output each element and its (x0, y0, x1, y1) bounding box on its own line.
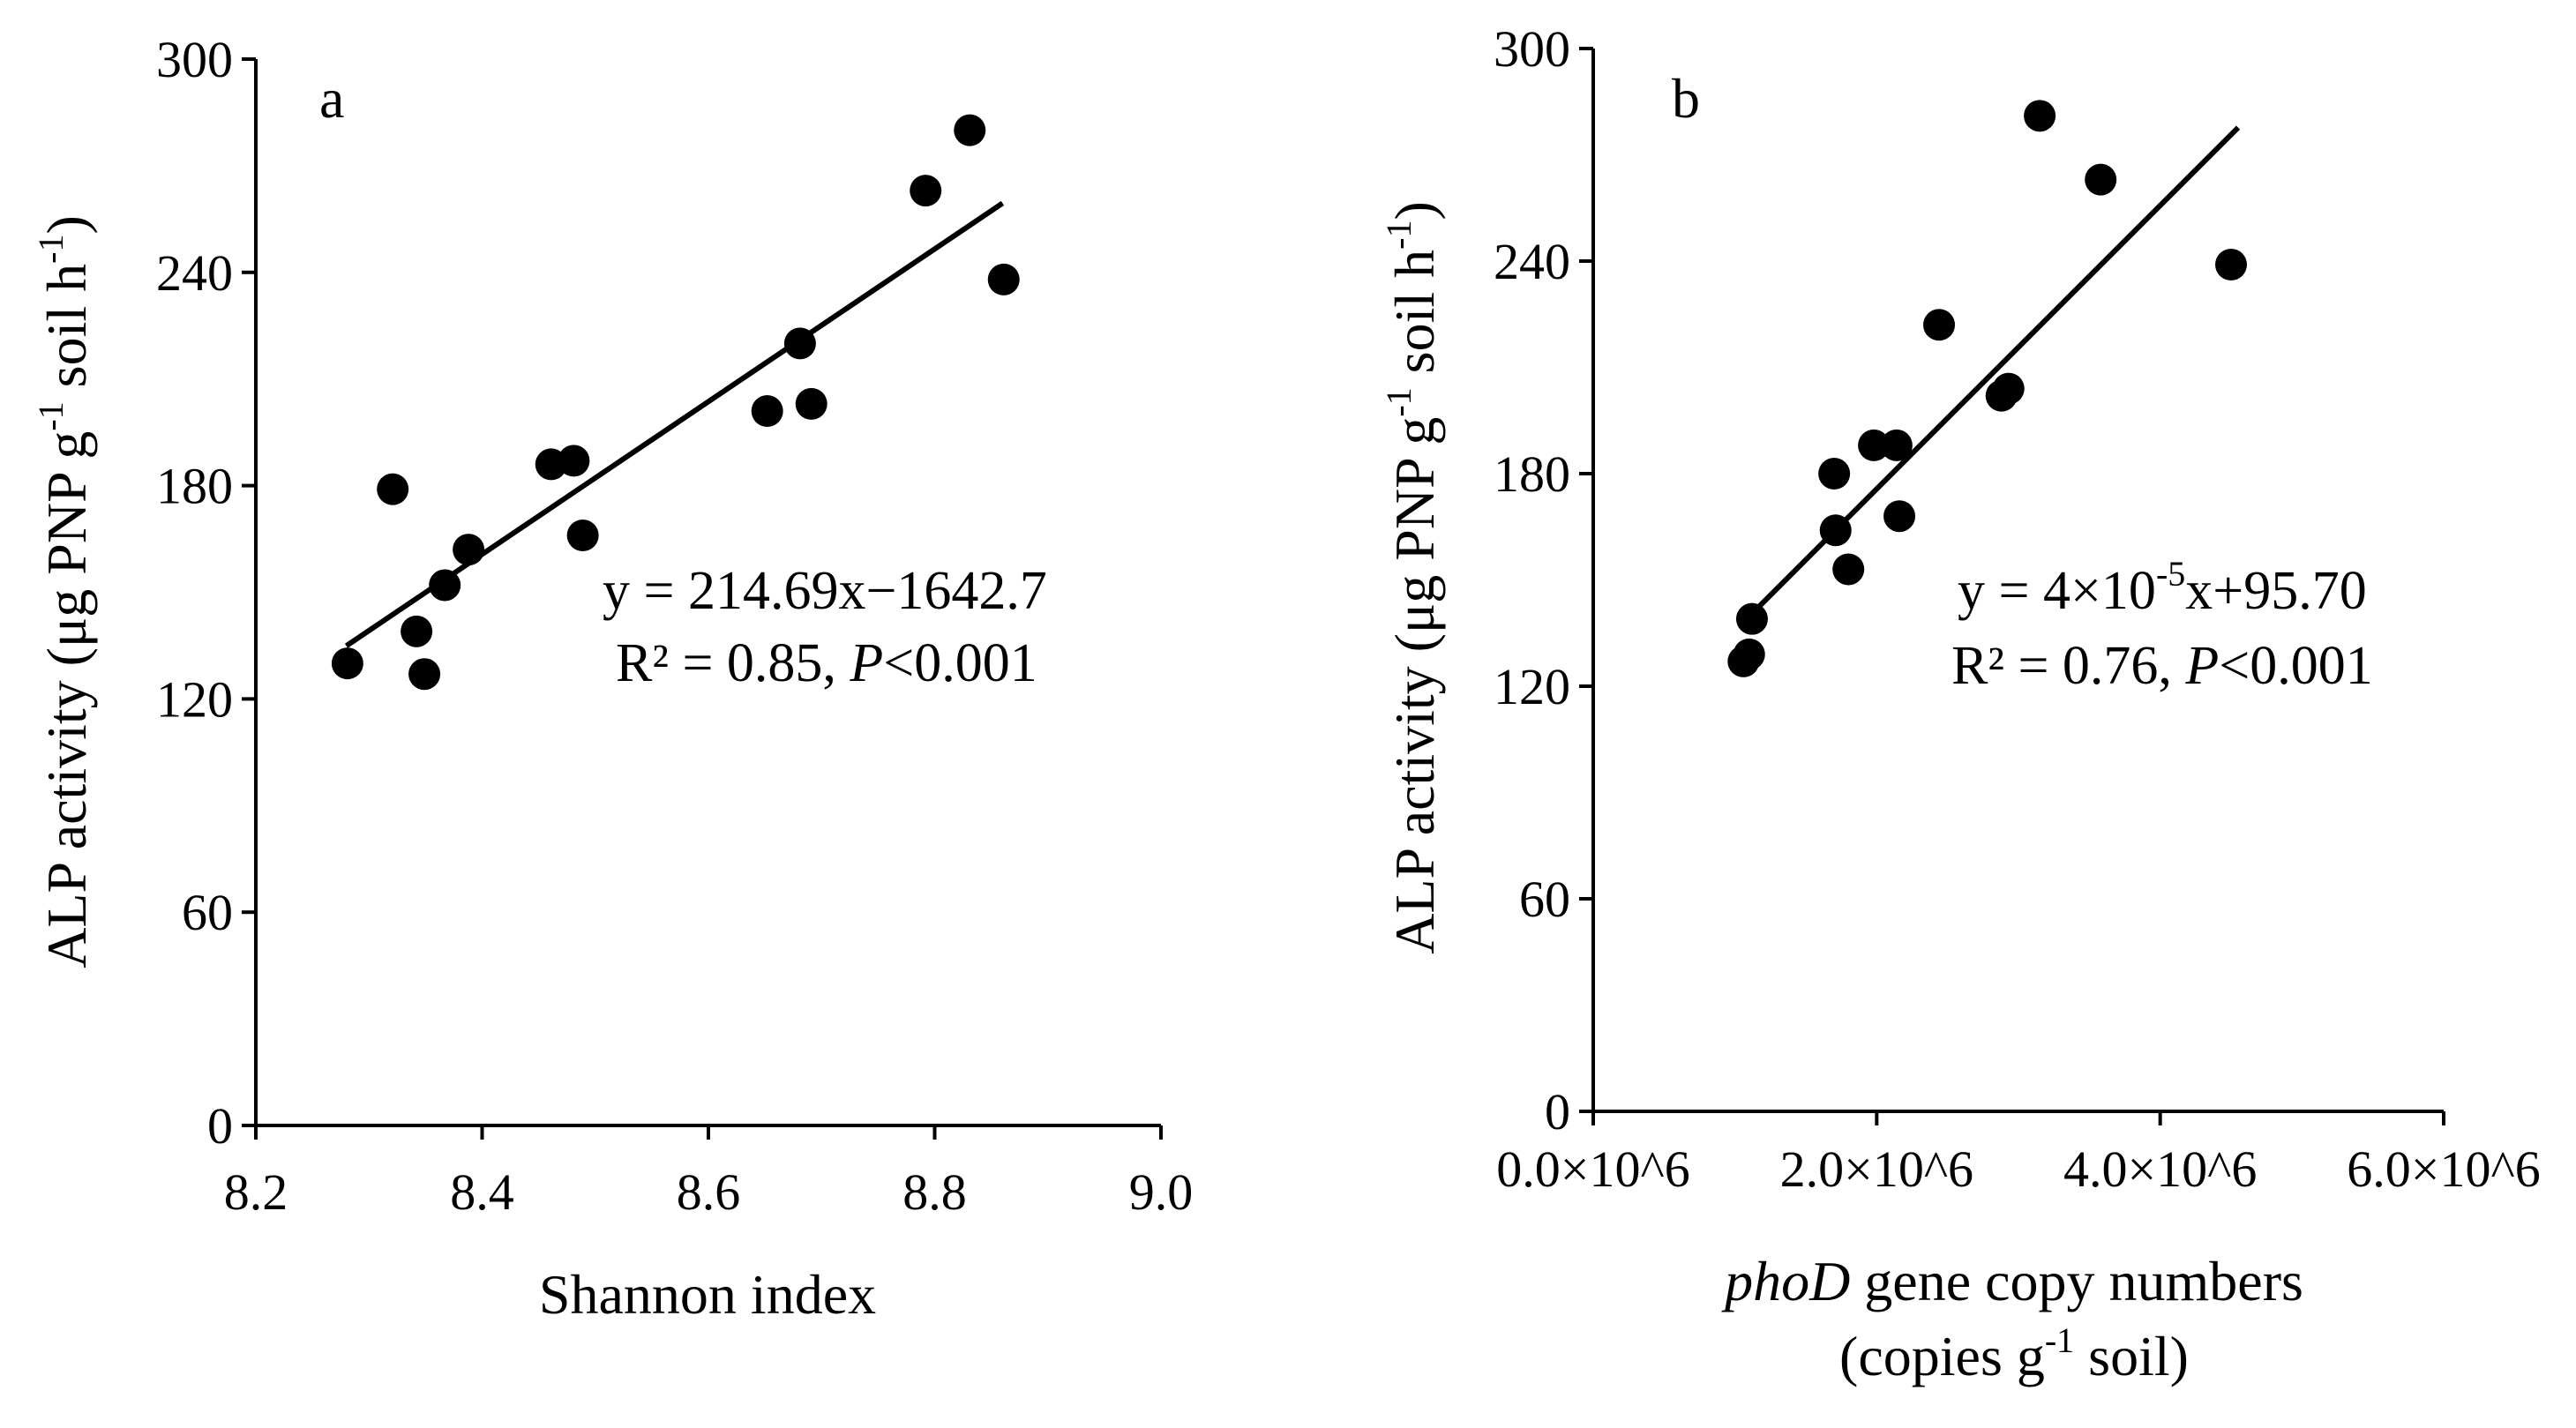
panel-a-y-tick-label: 0 (207, 1097, 233, 1155)
panel-b-x-axis-title: phoD gene copy numbers (1721, 1250, 2303, 1312)
panel-a-points (331, 114, 1020, 691)
panel-b-x-axis-title-2: (copies g-1 soil) (1839, 1320, 2189, 1387)
panel-b-y-axis-title: ALP activity (μg PNP g-1 soil h-1) (1379, 201, 1446, 954)
panel-b-xlabel-italic: phoD (1721, 1250, 1850, 1312)
panel-b-eq-prefix: y = 4×10 (1958, 561, 2156, 621)
panel-a-y-tick-label: 240 (156, 244, 233, 302)
panel-b-xlabel2-prefix: (copies g (1839, 1325, 2045, 1387)
panel-b-r2: R² = 0.76, (1951, 636, 2185, 696)
panel-b-y-tick-label: 60 (1519, 871, 1570, 928)
panel-a-y-axis-title: ALP activity (μg PNP g-1 soil h-1) (31, 215, 98, 968)
panel-a-data-point (558, 445, 590, 477)
panel-b-eq-suffix: x+95.70 (2185, 561, 2366, 621)
panel-a-x-tick-label: 9.0 (1129, 1163, 1194, 1221)
panel-b-y-tick-label: 300 (1494, 20, 1570, 78)
panel-a-data-point (987, 263, 1020, 295)
panel-b-p-label: P (2184, 636, 2219, 696)
panel-b-data-point (1923, 309, 1956, 341)
panel-b-data-point (1832, 553, 1865, 586)
panel-a-x-tick-label: 8.8 (902, 1163, 967, 1221)
panel-b-xlabel-rest: gene copy numbers (1850, 1250, 2303, 1312)
panel-a-data-point (954, 114, 986, 146)
panel-a-p-value: <0.001 (883, 633, 1037, 693)
panel-a-y-tick-label: 60 (182, 884, 233, 941)
panel-a-fit-line (344, 200, 1005, 648)
panel-b-data-point (1733, 638, 1765, 670)
panel-b-data-point (1735, 602, 1768, 635)
panel-b-y-tick-label: 120 (1494, 658, 1570, 715)
panel-b-letter: b (1672, 67, 1700, 130)
panel-a-r2: R² = 0.85, (616, 633, 850, 693)
panel-b-x-tick-label: 4.0×10^6 (2063, 1140, 2257, 1198)
panel-a-x-tick-label: 8.2 (224, 1163, 288, 1221)
panel-a-data-point (795, 387, 827, 420)
panel-b-data-point (1992, 372, 2025, 405)
panel-b-r2-text: R² = 0.76, P<0.001 (1951, 636, 2373, 696)
panel-b-ylabel-suffix: ) (1383, 201, 1446, 220)
panel-a-y-ticks: 0 60 120 180 240 300 (156, 31, 256, 1155)
panel-b-ylabel-sup1: -1 (1379, 387, 1419, 416)
panel-a-data-point (783, 327, 816, 360)
panel-a-letter: a (319, 67, 344, 130)
panel-a-chart: 0 60 120 180 240 300 8.2 8.4 8.6 8.8 9.0 a y = 21… (31, 31, 1193, 1326)
panel-b-eq-sup: -5 (2156, 554, 2185, 594)
panel-b-ylabel-middle: soil h (1383, 250, 1446, 387)
panel-b-y-tick-label: 0 (1545, 1083, 1570, 1140)
panel-b-ylabel-prefix: ALP activity (μg PNP g (1383, 417, 1446, 954)
panel-b-data-point (1819, 514, 1852, 547)
panel-b-xlabel2-sup: -1 (2045, 1320, 2074, 1360)
panel-a-ylabel-sup1: -1 (31, 401, 71, 430)
panel-a-ylabel-sup2: -1 (31, 235, 71, 264)
panel-a-y-tick-label: 180 (156, 458, 233, 515)
panel-b-y-ticks: 0 60 120 180 240 300 (1494, 20, 1593, 1140)
panel-b-y-tick-label: 240 (1494, 233, 1570, 290)
panel-a-y-tick-label: 300 (156, 31, 233, 88)
panel-b-equation: y = 4×10-5x+95.70 (1958, 554, 2367, 621)
panel-a-data-point (377, 473, 409, 505)
panel-b-ylabel-sup2: -1 (1379, 221, 1419, 250)
panel-b-y-tick-label: 180 (1494, 445, 1570, 503)
panel-a-data-point (751, 394, 783, 427)
panel-b-fit-group (1747, 125, 2241, 618)
panel-a-data-point (331, 647, 363, 680)
panel-a-y-tick-label: 120 (156, 670, 233, 728)
panel-a-data-point (401, 615, 433, 647)
panel-b-x-tick-label: 6.0×10^6 (2347, 1140, 2540, 1198)
panel-b-points (1727, 100, 2247, 677)
panel-a-data-point (408, 658, 441, 691)
panel-b-p-value: <0.001 (2219, 636, 2372, 696)
panel-a-ylabel-prefix: ALP activity (μg PNP g (35, 431, 98, 968)
panel-a-p-label: P (849, 633, 883, 693)
panel-b-fit-line (1747, 125, 2241, 618)
panel-b-x-tick-label: 0.0×10^6 (1496, 1140, 1689, 1198)
panel-b-x-ticks: 0.0×10^6 2.0×10^6 4.0×10^6 6.0×10^6 (1496, 1111, 2541, 1198)
panel-b-data-point (1858, 429, 1891, 461)
panel-a-x-axis-title: Shannon index (539, 1263, 876, 1326)
panel-a-equation: y = 214.69x−1642.7 (603, 561, 1047, 621)
panel-a-x-tick-label: 8.4 (450, 1163, 514, 1221)
panel-a-x-ticks: 8.2 8.4 8.6 8.8 9.0 (224, 1125, 1194, 1221)
panel-a-data-point (910, 175, 942, 207)
panel-b-data-point (1818, 458, 1851, 490)
panel-b-chart: 0 60 120 180 240 300 0.0×10^6 2.0×10^6 4.0×10^6… (1379, 20, 2541, 1387)
panel-b-data-point (1883, 500, 1916, 533)
panel-b-x-tick-label: 2.0×10^6 (1780, 1140, 1973, 1198)
panel-b-xlabel2-suffix: soil) (2074, 1325, 2189, 1387)
panel-a-data-point (566, 520, 599, 552)
panel-a-ylabel-suffix: ) (35, 215, 98, 234)
panel-b-data-point (2215, 249, 2247, 281)
panel-a-data-point (453, 534, 485, 566)
panel-a-r2-text: R² = 0.85, P<0.001 (616, 633, 1037, 693)
panel-b-data-point (2024, 100, 2056, 132)
panel-a-ylabel-middle: soil h (35, 264, 98, 401)
panel-b-data-point (2085, 163, 2117, 196)
panel-a-data-point (429, 569, 461, 602)
panel-a-fit-group (344, 200, 1005, 648)
panel-b-data-point (1880, 429, 1913, 461)
panel-a-x-tick-label: 8.6 (677, 1163, 741, 1221)
